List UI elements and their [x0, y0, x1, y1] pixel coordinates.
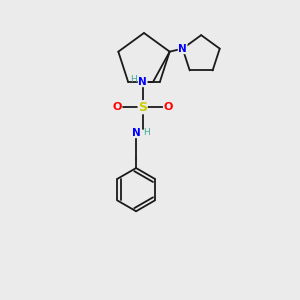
Text: O: O	[164, 102, 173, 112]
Text: S: S	[138, 101, 147, 114]
Text: H: H	[143, 128, 150, 137]
Text: N: N	[132, 128, 140, 138]
Text: H: H	[130, 75, 137, 84]
Text: N: N	[138, 77, 147, 87]
Text: N: N	[178, 44, 187, 54]
Text: O: O	[112, 102, 122, 112]
